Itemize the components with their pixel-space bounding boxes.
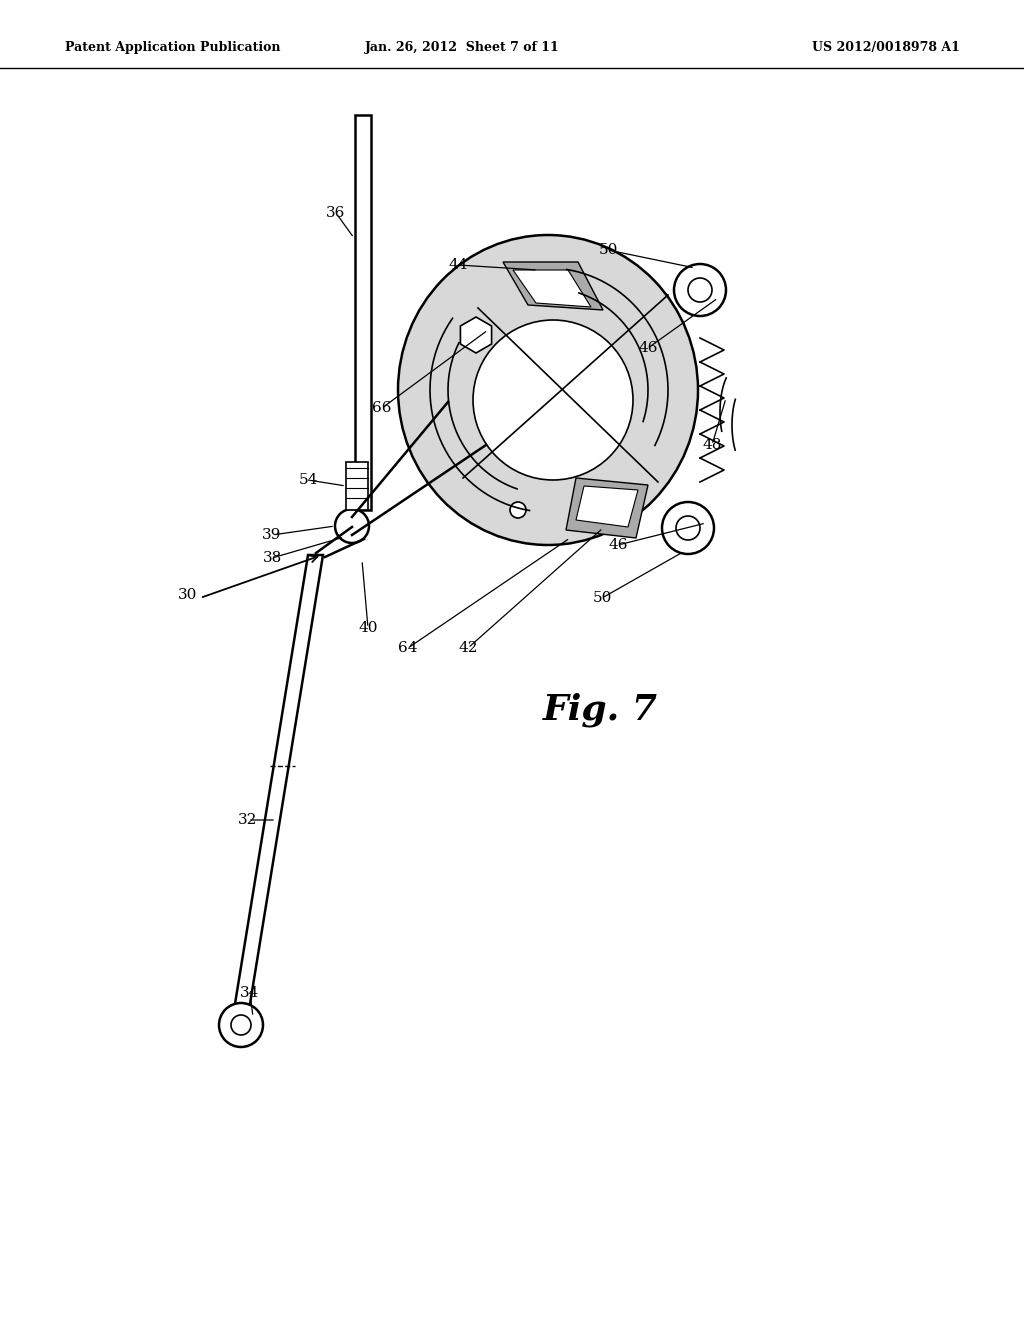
Circle shape [674, 264, 726, 315]
Circle shape [231, 1015, 251, 1035]
Text: 34: 34 [241, 986, 260, 1001]
Text: Fig. 7: Fig. 7 [543, 693, 657, 727]
Circle shape [676, 516, 700, 540]
Text: 66: 66 [373, 401, 392, 414]
Circle shape [662, 502, 714, 554]
Polygon shape [503, 261, 603, 310]
Text: 64: 64 [398, 642, 418, 655]
Text: 39: 39 [262, 528, 282, 543]
Text: 36: 36 [327, 206, 346, 220]
Text: 48: 48 [702, 438, 722, 451]
Text: US 2012/0018978 A1: US 2012/0018978 A1 [812, 41, 961, 54]
Ellipse shape [398, 235, 698, 545]
Text: 50: 50 [598, 243, 617, 257]
Text: 42: 42 [459, 642, 478, 655]
Text: 46: 46 [608, 539, 628, 552]
Text: 44: 44 [449, 257, 468, 272]
Polygon shape [566, 478, 648, 539]
Circle shape [219, 1003, 263, 1047]
FancyBboxPatch shape [346, 462, 368, 510]
Circle shape [688, 279, 712, 302]
Circle shape [473, 319, 633, 480]
Polygon shape [513, 271, 591, 308]
Text: 32: 32 [239, 813, 258, 828]
Text: Patent Application Publication: Patent Application Publication [65, 41, 281, 54]
Text: 46: 46 [638, 341, 657, 355]
Circle shape [510, 502, 526, 517]
Text: 38: 38 [262, 550, 282, 565]
Polygon shape [234, 554, 323, 1010]
Text: 54: 54 [298, 473, 317, 487]
Circle shape [335, 510, 369, 543]
Polygon shape [575, 486, 638, 527]
Text: 50: 50 [592, 591, 611, 605]
Text: 40: 40 [358, 620, 378, 635]
Text: 30: 30 [178, 587, 198, 602]
Polygon shape [355, 115, 371, 510]
Text: Jan. 26, 2012  Sheet 7 of 11: Jan. 26, 2012 Sheet 7 of 11 [365, 41, 559, 54]
